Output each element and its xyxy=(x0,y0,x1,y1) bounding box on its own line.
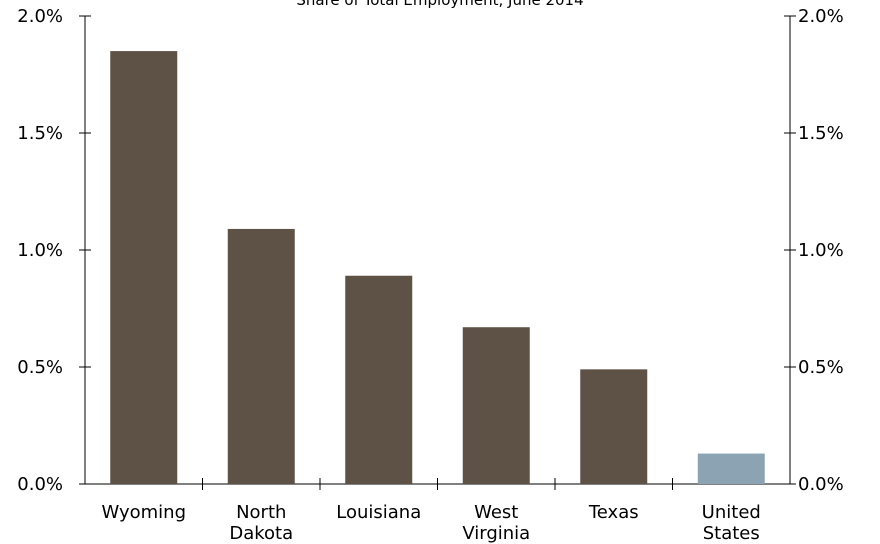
y-tick-label-left: 2.0% xyxy=(17,6,63,27)
category-labels: Wyoming North Dakota Louisiana West Virginia T… xyxy=(101,502,760,544)
bar xyxy=(110,51,178,484)
category-label: Louisiana xyxy=(336,502,421,523)
y-tick-label-left: 1.0% xyxy=(17,240,63,261)
bar xyxy=(227,228,295,484)
category-label: Wyoming xyxy=(101,502,186,523)
bar xyxy=(580,369,648,484)
y-tick-label-left: 0.0% xyxy=(17,474,63,495)
y-tick-label-right: 2.0% xyxy=(798,6,844,27)
chart-title: Share of Total Employment, June 2014 xyxy=(296,0,583,9)
bar xyxy=(697,453,765,484)
category-label: North Dakota xyxy=(229,502,293,544)
y-tick-label-left: 0.5% xyxy=(17,357,63,378)
category-label: Texas xyxy=(588,502,639,523)
bars xyxy=(110,51,765,484)
bar xyxy=(462,327,530,484)
bar xyxy=(345,275,413,484)
category-label: West Virginia xyxy=(462,502,530,544)
y-tick-label-right: 1.0% xyxy=(798,240,844,261)
y-tick-label-right: 0.5% xyxy=(798,357,844,378)
y-tick-label-left: 1.5% xyxy=(17,123,63,144)
axes xyxy=(79,15,796,490)
y-tick-label-right: 1.5% xyxy=(798,123,844,144)
tick-labels: 0.0% 0.0% 0.5% 0.5% 1.0% 1.0% 1.5% 1.5% 2.0% 2.0% xyxy=(17,6,843,495)
y-tick-label-right: 0.0% xyxy=(798,474,844,495)
category-label: United States xyxy=(702,502,761,544)
